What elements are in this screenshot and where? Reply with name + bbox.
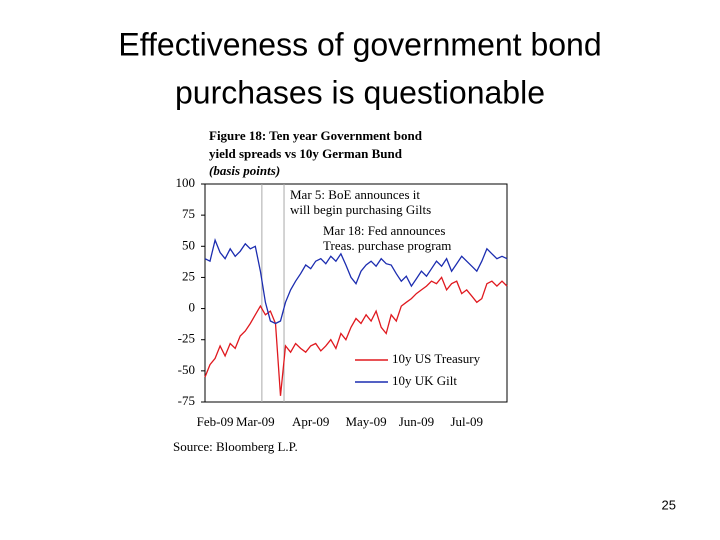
y-tick-label: -50 xyxy=(178,362,195,377)
y-tick-label: 75 xyxy=(182,206,195,221)
y-tick-label: -25 xyxy=(178,331,195,346)
legend-label: 10y UK Gilt xyxy=(392,373,457,388)
x-tick-label: Apr-09 xyxy=(292,414,329,429)
legend-label: 10y US Treasury xyxy=(392,351,481,366)
source: Source: Bloomberg L.P. xyxy=(173,439,298,454)
plot-frame xyxy=(204,183,508,403)
chart-title: Figure 18: Ten year Government bond xyxy=(209,128,423,143)
chart-title: yield spreads vs 10y German Bund xyxy=(209,146,403,161)
annotation: Mar 18: Fed announces xyxy=(323,223,445,238)
annotation: Mar 5: BoE announces it xyxy=(290,187,420,202)
page-number: 25 xyxy=(662,497,676,512)
chart-subtitle: (basis points) xyxy=(209,163,280,178)
y-tick-label: -75 xyxy=(178,393,195,408)
x-tick-label: Mar-09 xyxy=(236,414,275,429)
data-line xyxy=(204,276,508,396)
x-tick-label: Feb-09 xyxy=(197,414,234,429)
y-tick-label: 100 xyxy=(176,175,196,190)
annotation: Treas. purchase program xyxy=(323,238,451,253)
x-tick-label: Jun-09 xyxy=(399,414,434,429)
slide-title: purchases is questionable xyxy=(175,74,545,110)
data-line xyxy=(204,237,508,325)
y-tick-label: 25 xyxy=(182,268,195,283)
y-tick-label: 0 xyxy=(189,300,196,315)
y-tick-label: 50 xyxy=(182,237,195,252)
slide-title: Effectiveness of government bond xyxy=(118,26,601,62)
x-tick-label: May-09 xyxy=(345,414,386,429)
x-tick-label: Jul-09 xyxy=(450,414,483,429)
annotation: will begin purchasing Gilts xyxy=(290,202,431,217)
